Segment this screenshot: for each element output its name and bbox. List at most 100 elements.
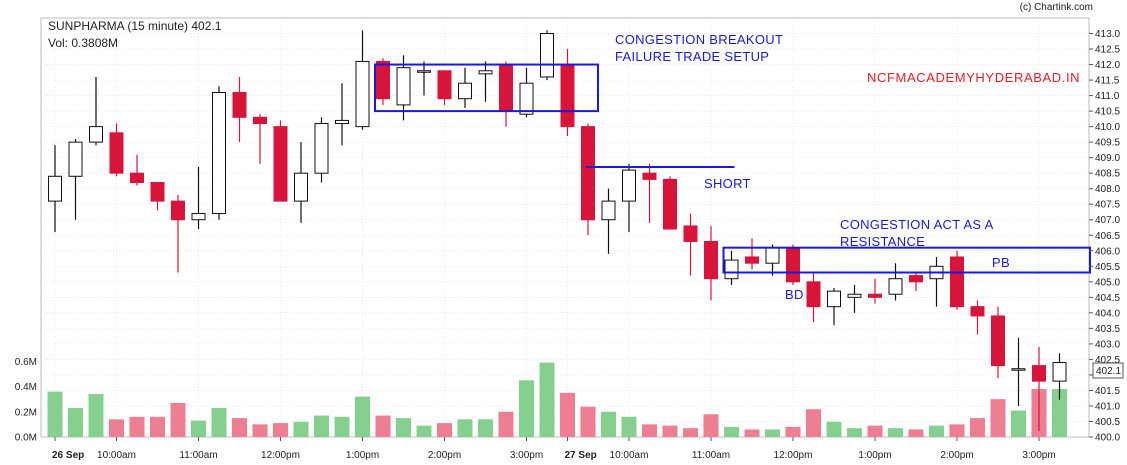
- volume-tick-label: 0.4M: [15, 382, 37, 393]
- volume-bar: [68, 407, 83, 437]
- volume-readout: Vol: 0.3808M: [48, 36, 118, 50]
- price-tick-label: 412.5: [1095, 45, 1120, 56]
- price-tick-label: 402.5: [1095, 355, 1120, 366]
- volume-bar: [396, 418, 411, 437]
- candle-body: [991, 315, 1005, 367]
- annotation-short: SHORT: [704, 176, 751, 191]
- price-tick-label: 410.0: [1095, 122, 1120, 133]
- candle-body: [1011, 368, 1026, 371]
- candle-body: [847, 293, 862, 298]
- candle-body: [642, 172, 657, 180]
- price-tick-label: 406.5: [1095, 231, 1120, 242]
- volume-bar: [785, 426, 801, 437]
- volume-bar: [211, 407, 227, 437]
- price-tick-label: 400.0: [1095, 433, 1120, 444]
- candle-body: [1032, 365, 1046, 382]
- volume-bar: [293, 421, 309, 437]
- candle-body: [888, 278, 903, 295]
- volume-bar: [498, 411, 514, 437]
- volume-bar: [457, 419, 473, 437]
- price-tick-label: 408.0: [1095, 184, 1120, 195]
- price-tick-label: 404.0: [1095, 308, 1120, 319]
- candle-body: [704, 240, 718, 280]
- candle-body: [458, 82, 472, 100]
- volume-bar: [908, 429, 924, 437]
- candle-body: [581, 126, 595, 221]
- volume-bar: [929, 425, 944, 437]
- candle-body: [499, 64, 513, 112]
- x-tick-label: 12:00pm: [774, 450, 813, 461]
- watermark-text: NCFMACADEMYHYDERABAD.IN: [867, 70, 1080, 85]
- volume-bars: [47, 362, 1067, 437]
- volume-bar: [826, 421, 842, 437]
- volume-bar: [703, 414, 719, 437]
- volume-bar: [355, 396, 370, 437]
- annotation-pb: PB: [992, 255, 1010, 270]
- candle-body: [355, 60, 370, 128]
- volume-bar: [847, 428, 862, 437]
- volume-bar: [888, 428, 903, 437]
- volume-bar: [273, 423, 288, 437]
- price-tick-label: 400.5: [1095, 417, 1120, 428]
- candle-body: [171, 200, 185, 221]
- annotation-bd: BD: [785, 287, 804, 302]
- volume-bar: [252, 424, 268, 437]
- svg-text:402.1: 402.1: [1096, 366, 1121, 377]
- x-tick-label: 12:00pm: [261, 450, 300, 461]
- candle-body: [970, 306, 985, 317]
- candle-body: [89, 126, 103, 143]
- volume-bar: [765, 429, 780, 437]
- volume-bar: [1052, 389, 1067, 437]
- candle-body: [437, 70, 452, 100]
- price-tick-label: 407.5: [1095, 200, 1120, 211]
- price-tick-label: 403.5: [1095, 324, 1120, 335]
- x-tick-label: 2:00pm: [428, 450, 461, 461]
- candle-body: [232, 91, 247, 118]
- candle-body: [417, 70, 431, 73]
- volume-bar: [314, 415, 329, 437]
- volume-bar: [970, 418, 985, 437]
- volume-bar: [560, 392, 575, 437]
- volume-bar: [334, 416, 350, 437]
- volume-bar: [129, 416, 145, 437]
- volume-bar: [642, 424, 657, 437]
- candle-body: [396, 67, 411, 106]
- volume-bar: [744, 429, 760, 437]
- volume-bar: [519, 380, 534, 437]
- volume-bar: [416, 425, 432, 437]
- candle-body: [827, 290, 841, 308]
- candle-body: [601, 200, 616, 221]
- candle-body: [540, 33, 554, 78]
- volume-tick-label: 0.0M: [15, 433, 37, 444]
- volume-bar: [990, 399, 1006, 437]
- volume-bar: [150, 416, 165, 437]
- volume-bar: [601, 411, 616, 437]
- volume-bar: [170, 402, 186, 437]
- x-tick-label: 27 Sep: [565, 450, 597, 461]
- volume-bar: [47, 391, 63, 437]
- volume-bar: [437, 423, 452, 437]
- volume-bar: [88, 394, 104, 437]
- x-tick-label: 10:00am: [97, 450, 136, 461]
- candle-body: [253, 116, 267, 125]
- candle-body: [683, 225, 698, 242]
- candle-body: [273, 126, 288, 202]
- x-tick-label: 11:00am: [692, 450, 730, 461]
- candle-body: [478, 70, 493, 75]
- volume-bar: [683, 428, 698, 437]
- candle-body: [150, 181, 165, 202]
- congestion-box: [722, 246, 1091, 274]
- candle-body: [1052, 362, 1067, 382]
- price-tick-label: 406.0: [1095, 246, 1120, 257]
- x-tick-label: 2:00pm: [940, 450, 973, 461]
- axes: 400.0400.5401.0401.5402.0402.5403.0403.5…: [15, 29, 1121, 461]
- candle-body: [130, 172, 144, 183]
- candle-body: [663, 178, 677, 230]
- candle-body: [212, 91, 226, 215]
- annotation-breakout: CONGESTION BREAKOUT: [615, 32, 783, 47]
- candles: [48, 30, 1067, 431]
- volume-bar: [478, 419, 493, 437]
- chart-title: SUNPHARMA (15 minute) 402.1: [48, 19, 222, 33]
